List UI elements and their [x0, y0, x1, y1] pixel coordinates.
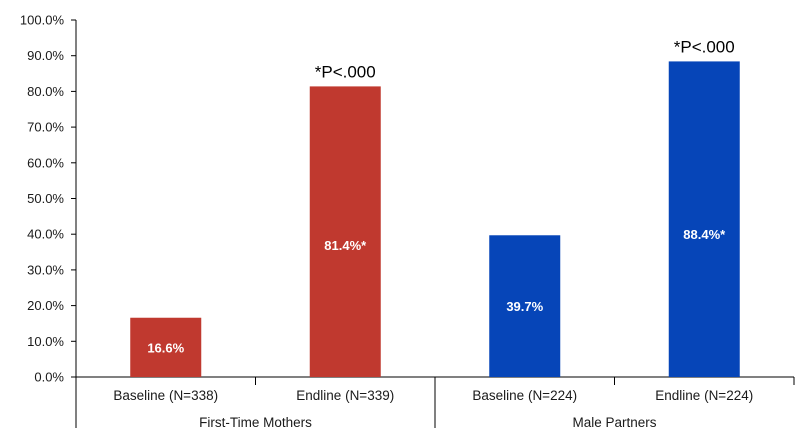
x-category-label: Endline (N=339) [296, 388, 394, 403]
bar [489, 235, 561, 377]
x-group-label: Male Partners [572, 415, 656, 428]
significance-annotation: *P<.000 [674, 37, 735, 56]
bar-value-label: 88.4%* [683, 227, 726, 242]
y-tick-label: 100.0% [20, 13, 65, 28]
bar [309, 86, 381, 377]
axes: 0.0% 10.0% 20.0% 30.0% 40.0% 50.0% 60.0% 70.0% 8… [20, 13, 795, 428]
y-tick-label: 80.0% [27, 84, 64, 99]
y-tick-label: 10.0% [27, 334, 64, 349]
bar [130, 317, 202, 377]
x-category-label: Baseline (N=338) [113, 388, 218, 403]
y-tick-label: 70.0% [27, 120, 64, 135]
labels: 16.6% Baseline (N=338) 81.4%* *P<.000 Endlin… [113, 37, 753, 428]
x-group-label: First-Time Mothers [199, 415, 312, 428]
y-tick-label: 50.0% [27, 191, 64, 206]
y-tick-label: 30.0% [27, 262, 64, 277]
y-tick-label: 20.0% [27, 298, 64, 313]
y-tick-label: 0.0% [34, 370, 64, 385]
bar-value-label: 39.7% [506, 299, 543, 314]
bar-value-label: 81.4%* [324, 238, 367, 253]
y-tick-label: 90.0% [27, 48, 64, 63]
bar [668, 61, 740, 378]
significance-annotation: *P<.000 [315, 62, 376, 81]
x-category-label: Endline (N=224) [655, 388, 753, 403]
bars [130, 61, 740, 378]
bar-value-label: 16.6% [147, 340, 184, 355]
y-tick-label: 60.0% [27, 155, 64, 170]
x-category-label: Baseline (N=224) [472, 388, 577, 403]
y-tick-label: 40.0% [27, 227, 64, 242]
